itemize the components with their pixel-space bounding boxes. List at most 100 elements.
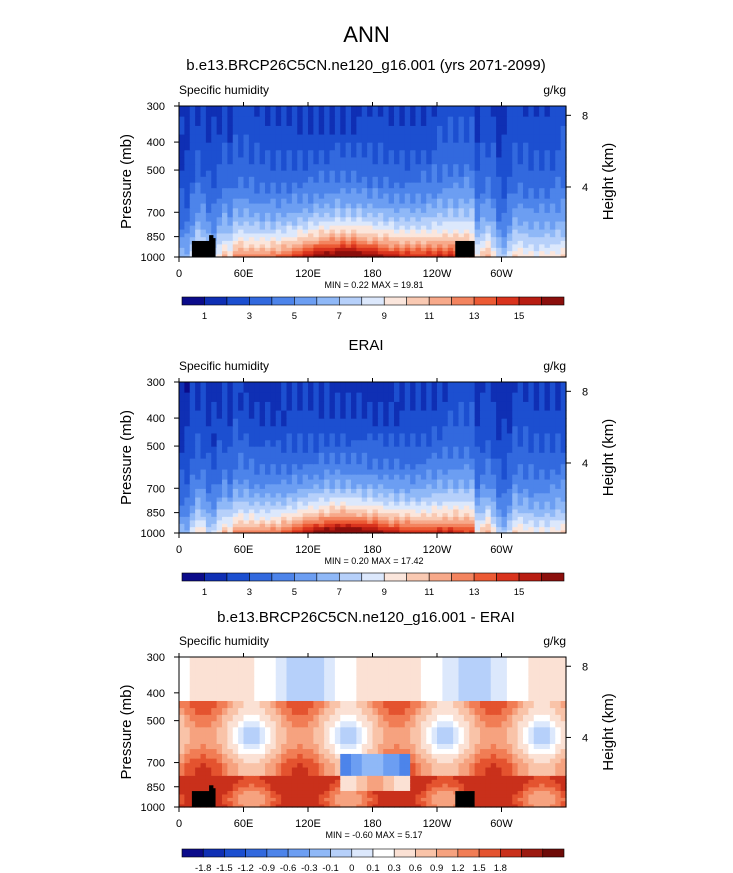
heatmap-cell xyxy=(399,496,406,502)
heatmap-cell xyxy=(324,187,331,194)
heatmap-cell xyxy=(302,446,309,453)
heatmap-cell xyxy=(506,116,513,126)
heatmap-cell xyxy=(302,786,309,791)
heatmap-cell xyxy=(286,432,293,441)
heatmap-cell xyxy=(474,775,481,780)
heatmap-cell xyxy=(313,182,320,189)
heatmap-cell xyxy=(200,446,207,453)
heatmap-cell xyxy=(291,468,298,475)
heatmap-cell xyxy=(259,133,266,143)
heatmap-cell xyxy=(372,133,379,143)
heatmap-cell xyxy=(281,170,288,177)
heatmap-cell xyxy=(388,771,395,776)
heatmap-cell xyxy=(351,452,357,459)
heatmap-cell xyxy=(528,418,535,427)
heatmap-cell xyxy=(453,458,460,465)
heatmap-cell xyxy=(227,458,234,465)
heatmap-cell xyxy=(248,775,255,780)
colorbar-swatch xyxy=(406,572,430,582)
heatmap-cell xyxy=(259,458,266,465)
heatmap-cell xyxy=(496,508,503,514)
heatmap-cell xyxy=(275,512,282,517)
heatmap-cell xyxy=(281,225,288,230)
heatmap-cell xyxy=(265,187,271,194)
heatmap-cell xyxy=(447,133,454,143)
heatmap-cell xyxy=(501,779,508,784)
heatmap-cell xyxy=(539,232,546,238)
heatmap-cell xyxy=(549,425,556,434)
heatmap-cell xyxy=(517,225,524,230)
heatmap-cell xyxy=(351,505,357,510)
heatmap-cell xyxy=(297,240,304,245)
heatmap-cell xyxy=(232,142,239,151)
heatmap-cell xyxy=(555,488,562,494)
heatmap-cell xyxy=(205,516,212,521)
heatmap-cell xyxy=(555,409,562,419)
heatmap-cell xyxy=(361,229,368,234)
heatmap-cell xyxy=(533,526,540,531)
heatmap-cell xyxy=(340,474,347,480)
heatmap-cell xyxy=(318,382,325,393)
heatmap-cell xyxy=(356,229,363,234)
heatmap-cell xyxy=(523,512,529,517)
heatmap-cell xyxy=(205,170,212,177)
heatmap-cell xyxy=(404,106,411,117)
heatmap-cell xyxy=(490,508,497,514)
heatmap-cell xyxy=(211,229,218,234)
heatmap-cell xyxy=(555,512,562,517)
heatmap-cell xyxy=(528,505,535,510)
heatmap-cell xyxy=(544,247,551,252)
heatmap-cell xyxy=(372,170,379,177)
heatmap-cell xyxy=(394,803,400,808)
heatmap-cell xyxy=(512,523,519,528)
heatmap-cell xyxy=(189,425,196,434)
heatmap-cell xyxy=(523,163,529,171)
heatmap-cell xyxy=(528,508,535,514)
heatmap-cell xyxy=(453,488,460,494)
heatmap-cell xyxy=(334,463,341,470)
heatmap-cell xyxy=(189,192,196,199)
heatmap-cell xyxy=(377,452,384,459)
heatmap-cell xyxy=(426,797,433,802)
heatmap-cell xyxy=(485,125,492,135)
heatmap-cell xyxy=(238,526,245,531)
heatmap-cell xyxy=(238,250,245,255)
heatmap-cell xyxy=(501,187,508,194)
heatmap-cell xyxy=(523,529,529,534)
heatmap-cell xyxy=(361,786,368,791)
heatmap-cell xyxy=(184,523,191,528)
heatmap-cell xyxy=(388,797,395,802)
heatmap-cell xyxy=(560,106,567,117)
heatmap-cell xyxy=(286,170,293,177)
heatmap-cell xyxy=(404,192,411,199)
heatmap-cell xyxy=(324,243,331,248)
heatmap-cell xyxy=(517,198,524,204)
heatmap-cell xyxy=(189,229,196,234)
heatmap-cell xyxy=(297,216,304,222)
heatmap-cell xyxy=(453,463,460,470)
heatmap-cell xyxy=(528,392,535,402)
heatmap-cell xyxy=(512,229,519,234)
heatmap-cell xyxy=(528,133,535,143)
heatmap-cell xyxy=(291,225,298,230)
heatmap-cell xyxy=(501,446,508,453)
heatmap-cell xyxy=(205,163,212,171)
heatmap-cell xyxy=(318,220,325,226)
heatmap-cell xyxy=(431,149,438,158)
heatmap-cell xyxy=(248,156,255,165)
heatmap-cell xyxy=(485,418,492,427)
heatmap-cell xyxy=(345,771,352,776)
heatmap-cell xyxy=(372,163,379,171)
heatmap-cell xyxy=(334,253,341,258)
heatmap-cell xyxy=(313,229,320,234)
heatmap-cell xyxy=(313,452,320,459)
heatmap-cell xyxy=(184,192,191,199)
heatmap-cell xyxy=(297,512,304,517)
heatmap-cell xyxy=(324,170,331,177)
heatmap-cell xyxy=(340,401,347,411)
heatmap-cell xyxy=(211,149,218,158)
heatmap-cell xyxy=(555,225,562,230)
heatmap-cell xyxy=(372,401,379,411)
heatmap-cell xyxy=(506,766,513,772)
heatmap-cell xyxy=(281,762,288,768)
